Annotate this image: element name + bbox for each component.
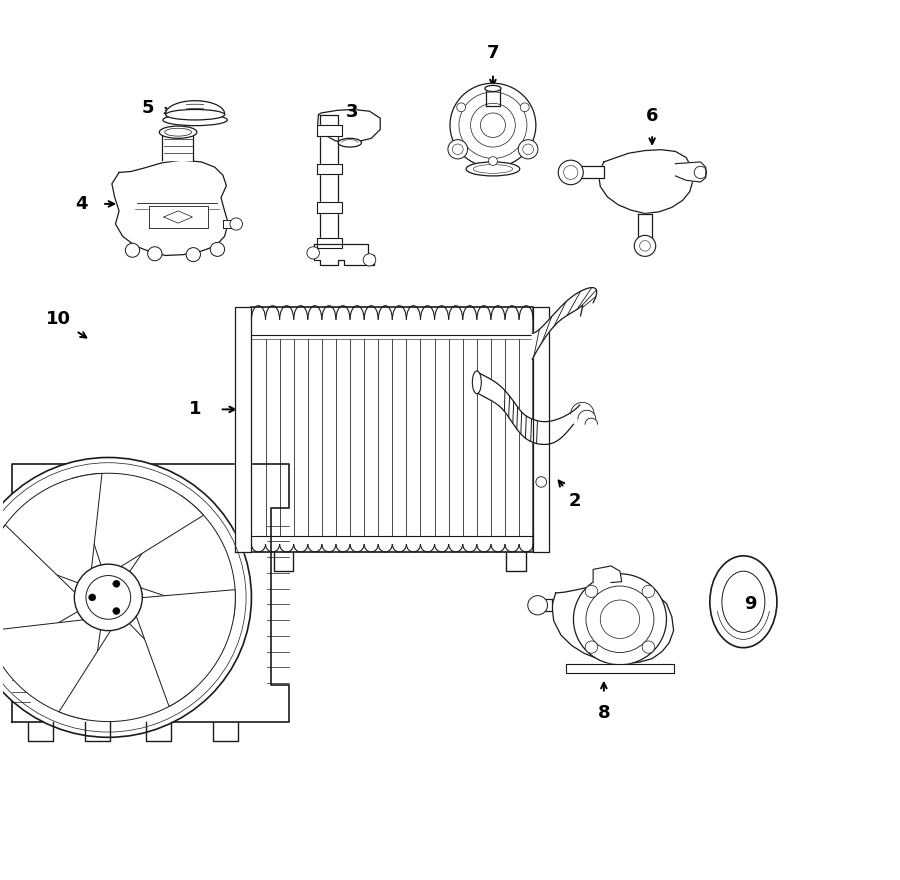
Polygon shape bbox=[533, 307, 549, 552]
Polygon shape bbox=[477, 371, 580, 444]
Circle shape bbox=[448, 140, 468, 159]
Text: 6: 6 bbox=[646, 107, 659, 126]
Text: 9: 9 bbox=[744, 596, 757, 613]
Polygon shape bbox=[638, 214, 652, 242]
Circle shape bbox=[585, 641, 598, 653]
Polygon shape bbox=[317, 125, 342, 136]
Polygon shape bbox=[318, 109, 380, 143]
Polygon shape bbox=[317, 238, 342, 248]
Ellipse shape bbox=[166, 109, 225, 120]
Circle shape bbox=[307, 246, 320, 259]
Polygon shape bbox=[566, 664, 673, 672]
Ellipse shape bbox=[159, 126, 197, 138]
Ellipse shape bbox=[472, 370, 482, 393]
Polygon shape bbox=[675, 162, 706, 182]
Circle shape bbox=[489, 157, 498, 165]
Circle shape bbox=[230, 218, 242, 231]
Polygon shape bbox=[59, 620, 194, 722]
Polygon shape bbox=[320, 114, 338, 260]
Polygon shape bbox=[112, 160, 229, 255]
Text: 7: 7 bbox=[487, 45, 500, 62]
Circle shape bbox=[456, 103, 465, 112]
Circle shape bbox=[88, 594, 95, 601]
Text: 5: 5 bbox=[141, 99, 154, 117]
Polygon shape bbox=[12, 465, 289, 722]
Polygon shape bbox=[72, 473, 203, 570]
Circle shape bbox=[558, 160, 583, 185]
Polygon shape bbox=[314, 244, 374, 265]
Text: 8: 8 bbox=[598, 704, 610, 722]
Circle shape bbox=[585, 585, 598, 598]
Circle shape bbox=[450, 84, 536, 167]
Text: 10: 10 bbox=[46, 311, 71, 328]
Text: 4: 4 bbox=[76, 194, 87, 213]
Polygon shape bbox=[0, 524, 82, 658]
Polygon shape bbox=[127, 495, 235, 619]
Polygon shape bbox=[223, 220, 235, 229]
Polygon shape bbox=[593, 566, 622, 583]
Circle shape bbox=[520, 103, 529, 112]
Circle shape bbox=[642, 641, 654, 653]
Polygon shape bbox=[166, 100, 225, 114]
Polygon shape bbox=[235, 307, 251, 552]
Polygon shape bbox=[148, 206, 208, 229]
Ellipse shape bbox=[338, 138, 362, 147]
Text: 2: 2 bbox=[569, 492, 581, 510]
Polygon shape bbox=[317, 202, 342, 213]
Text: 3: 3 bbox=[346, 103, 358, 121]
Polygon shape bbox=[598, 150, 693, 214]
Circle shape bbox=[527, 596, 547, 615]
Bar bbox=[251, 307, 533, 552]
Polygon shape bbox=[532, 288, 597, 360]
Circle shape bbox=[148, 246, 162, 260]
Circle shape bbox=[364, 253, 376, 266]
Circle shape bbox=[642, 585, 654, 598]
Ellipse shape bbox=[710, 556, 777, 648]
Polygon shape bbox=[317, 164, 342, 174]
Polygon shape bbox=[0, 619, 102, 720]
Polygon shape bbox=[573, 166, 604, 178]
Polygon shape bbox=[134, 590, 235, 707]
Ellipse shape bbox=[466, 162, 520, 176]
Circle shape bbox=[86, 576, 130, 620]
Polygon shape bbox=[539, 599, 552, 612]
Circle shape bbox=[0, 458, 251, 737]
Circle shape bbox=[211, 242, 225, 256]
Ellipse shape bbox=[485, 85, 501, 92]
Polygon shape bbox=[0, 473, 102, 584]
Circle shape bbox=[112, 580, 120, 587]
Ellipse shape bbox=[163, 114, 228, 126]
Circle shape bbox=[75, 564, 142, 631]
Ellipse shape bbox=[722, 571, 765, 633]
Polygon shape bbox=[486, 89, 500, 106]
Circle shape bbox=[573, 574, 667, 664]
Polygon shape bbox=[552, 583, 673, 664]
Circle shape bbox=[634, 235, 656, 256]
Circle shape bbox=[112, 607, 120, 614]
Circle shape bbox=[518, 140, 538, 159]
Circle shape bbox=[125, 243, 140, 257]
Text: 1: 1 bbox=[189, 400, 202, 418]
Polygon shape bbox=[162, 134, 194, 160]
Circle shape bbox=[186, 247, 201, 261]
